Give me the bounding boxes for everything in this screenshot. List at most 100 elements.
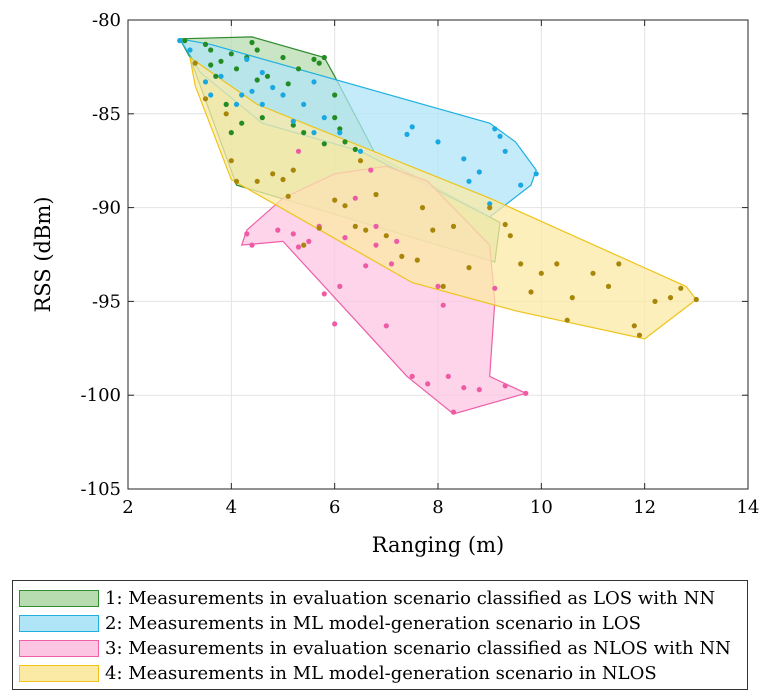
point-s4-40 [652, 298, 658, 304]
x-tick-label-1: 4 [226, 497, 237, 518]
point-s3-23 [440, 302, 446, 308]
point-s1-21 [337, 126, 343, 132]
point-s1-28 [301, 130, 307, 136]
point-s3-21 [425, 381, 431, 387]
y-tick-label-4: -100 [81, 385, 121, 406]
point-s3-19 [394, 238, 400, 244]
point-s1-2 [208, 47, 214, 53]
x-tick-label-3: 8 [432, 497, 443, 518]
point-s4-18 [383, 233, 389, 239]
point-s4-31 [538, 270, 544, 276]
point-s4-9 [290, 167, 296, 173]
y-tick-label-3: -95 [92, 291, 121, 312]
point-s4-7 [280, 176, 286, 183]
point-s2-26 [492, 126, 498, 132]
point-s1-24 [228, 130, 234, 136]
y-tick-label-0: -80 [92, 10, 121, 31]
x-tick-label-2: 6 [329, 497, 340, 518]
point-s2-24 [466, 178, 472, 184]
point-s2-13 [290, 118, 296, 124]
y-tick-label-5: -105 [81, 479, 121, 500]
point-s3-0 [244, 231, 250, 237]
point-s4-30 [528, 289, 534, 295]
point-s4-41 [667, 295, 674, 301]
point-s3-4 [295, 244, 302, 250]
legend: 1: Measurements in evaluation scenario c… [12, 580, 748, 690]
point-s1-17 [316, 60, 322, 66]
point-s4-6 [270, 171, 276, 177]
point-s2-23 [461, 156, 467, 162]
point-s4-35 [590, 270, 596, 276]
legend-item-3: 3: Measurements in evaluation scenario c… [19, 637, 731, 659]
y-tick-label-2: -90 [92, 198, 121, 219]
legend-item-4: 4: Measurements in ML model-generation s… [19, 662, 657, 684]
point-s3-7 [321, 291, 327, 297]
point-s1-16 [311, 56, 317, 63]
point-s2-7 [244, 56, 250, 63]
point-s4-5 [254, 178, 260, 184]
point-s3-24 [445, 373, 451, 379]
chart-canvas: 2 4 6 8 10 12 14 -80 -85 -90 -95 -100 -105 Ranging (… [31, 10, 760, 557]
point-s2-5 [233, 101, 240, 107]
point-s2-22 [435, 139, 441, 145]
point-s2-21 [409, 124, 415, 130]
legend-swatch-2 [19, 614, 99, 632]
point-s4-19 [399, 253, 405, 259]
point-s2-0 [177, 38, 183, 44]
point-s3-15 [388, 261, 395, 267]
point-s2-17 [321, 115, 327, 121]
point-s2-1 [187, 47, 193, 53]
point-s4-14 [352, 223, 358, 229]
point-s1-26 [259, 115, 265, 121]
point-s2-4 [218, 73, 224, 79]
point-s3-8 [332, 321, 338, 327]
point-s2-15 [311, 79, 317, 85]
point-s1-11 [254, 77, 260, 83]
point-s1-1 [202, 41, 209, 48]
point-s4-8 [285, 193, 291, 199]
point-s2-8 [249, 88, 255, 94]
point-s2-29 [533, 171, 539, 177]
point-s4-2 [223, 111, 229, 117]
point-s1-13 [280, 54, 286, 61]
legend-swatch-3 [19, 639, 99, 657]
point-s4-25 [466, 265, 472, 271]
scatter-points [177, 38, 699, 415]
point-s1-12 [264, 73, 271, 79]
point-s1-20 [332, 115, 338, 121]
point-s2-30 [487, 201, 493, 207]
point-s2-19 [357, 148, 364, 154]
legend-label-3: 3: Measurements in evaluation scenario c… [105, 637, 731, 659]
point-s3-2 [275, 227, 281, 233]
point-s4-37 [616, 261, 622, 267]
point-s2-10 [259, 101, 265, 107]
x-tick-label-6: 14 [737, 497, 760, 518]
legend-swatch-1 [19, 589, 99, 607]
point-s1-10 [254, 47, 260, 53]
point-s3-5 [306, 238, 312, 244]
point-s2-28 [502, 148, 508, 154]
x-axis-label: Ranging (m) [372, 533, 504, 557]
point-s2-20 [404, 131, 410, 137]
point-s3-17 [368, 167, 374, 173]
point-s4-28 [507, 233, 513, 239]
point-s1-29 [321, 141, 327, 147]
point-s2-12 [280, 92, 286, 98]
legend-label-1: 1: Measurements in evaluation scenario c… [105, 587, 716, 609]
point-s4-21 [419, 205, 426, 211]
point-s2-11 [270, 84, 276, 91]
point-s2-6 [239, 92, 245, 98]
point-s1-5 [218, 58, 224, 64]
y-tick-label-1: -85 [92, 104, 121, 125]
point-s1-23 [352, 146, 358, 152]
point-s4-27 [502, 221, 508, 228]
point-s3-28 [492, 285, 498, 291]
point-s1-25 [239, 120, 245, 126]
point-s3-9 [337, 283, 343, 289]
point-s4-36 [605, 283, 612, 289]
legend-item-2: 2: Measurements in ML model-generation s… [19, 612, 641, 634]
point-s4-15 [357, 158, 364, 164]
point-s1-9 [249, 39, 255, 46]
point-s4-17 [373, 191, 379, 198]
legend-label-2: 2: Measurements in ML model-generation s… [105, 612, 641, 634]
